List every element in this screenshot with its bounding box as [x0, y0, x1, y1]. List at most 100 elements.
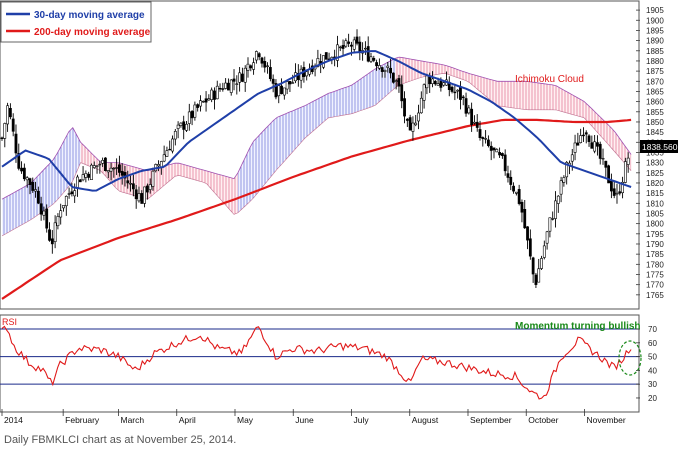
candle-body-down	[459, 87, 462, 100]
candle-body-up	[25, 177, 29, 181]
ichimoku-cloud-segment	[120, 163, 160, 200]
price-panel-frame	[0, 0, 640, 310]
rsi-y-tick-label: 60	[648, 339, 657, 348]
price-y-tick-label: 1845	[646, 128, 664, 137]
candle-body-up	[56, 216, 60, 227]
candle-body-down	[39, 203, 43, 215]
candle-body-down	[612, 188, 616, 196]
candle-body-down	[341, 45, 345, 49]
candle-body-down	[475, 121, 479, 128]
candle-body-up	[514, 191, 518, 194]
candle-body-up	[299, 68, 303, 81]
legend-box	[0, 1, 152, 43]
candle-body-up	[84, 173, 88, 178]
candle-body-down	[131, 183, 135, 190]
x-tick-label: April	[179, 415, 196, 425]
candle-body-up	[291, 82, 295, 84]
rsi-line	[1, 325, 632, 400]
candle-body-down	[48, 229, 51, 241]
price-y-tick-label: 1795	[646, 230, 664, 239]
candle-body-down	[350, 44, 353, 47]
candle-body-down	[213, 90, 216, 100]
candle-body-up	[537, 268, 541, 283]
candle-body-down	[610, 180, 613, 192]
x-tick-label: July	[353, 415, 369, 425]
candle-body-down	[461, 96, 465, 99]
candle-body-up	[621, 181, 624, 194]
candle-body-up	[207, 98, 211, 101]
candle-body-up	[137, 193, 141, 202]
candle-body-down	[28, 178, 32, 185]
candle-body-up	[338, 46, 342, 49]
candle-body-up	[570, 154, 574, 162]
ichimoku-cloud-segment	[41, 127, 81, 213]
candle-body-up	[551, 218, 555, 220]
candle-body-up	[176, 124, 180, 129]
candle-body-down	[598, 143, 602, 159]
candle-body-up	[593, 141, 597, 152]
candle-body-down	[168, 148, 172, 151]
candle-body-up	[414, 122, 418, 126]
candle-body-up	[554, 200, 557, 219]
candle-body-up	[579, 135, 583, 143]
x-axis: 2014 February March April May June July August S…	[0, 409, 639, 425]
candle-body-down	[470, 108, 474, 126]
candle-body-down	[221, 88, 225, 90]
price-y-tick-label: 1875	[646, 67, 664, 76]
x-tick-label: March	[120, 415, 144, 425]
candle-body-up	[386, 65, 390, 68]
candle-body-up	[6, 105, 9, 125]
candle-body-up	[562, 177, 566, 183]
candle-body-down	[509, 176, 513, 185]
candle-body-up	[95, 165, 99, 167]
candle-body-down	[324, 52, 328, 60]
price-y-tick-label: 1860	[646, 98, 664, 107]
x-tick-label: February	[65, 415, 100, 425]
candle-body-up	[623, 161, 627, 183]
candle-body-down	[391, 72, 395, 83]
candle-body-down	[87, 173, 91, 178]
candle-body-down	[227, 82, 230, 91]
price-y-tick-label: 1810	[646, 199, 664, 208]
candle-body-up	[201, 101, 205, 103]
candle-body-down	[204, 98, 208, 103]
candle-body-down	[582, 134, 585, 137]
ichimoku-cloud-segment	[316, 82, 356, 129]
x-tick-label: May	[237, 415, 254, 425]
candle-body-up	[162, 154, 166, 162]
candle-body-up	[456, 89, 460, 92]
candle-body-down	[118, 164, 121, 173]
price-y-tick-label: 1880	[646, 57, 664, 66]
candle-body-up	[185, 123, 188, 131]
candle-body-down	[512, 185, 515, 192]
price-y-tick-label: 1770	[646, 281, 664, 290]
candle-body-up	[383, 70, 387, 72]
candle-body-up	[601, 157, 605, 160]
candle-body-up	[215, 85, 219, 100]
candle-body-down	[584, 132, 588, 135]
rsi-y-tick-label: 50	[648, 353, 657, 362]
candle-body-up	[53, 222, 57, 242]
momentum-annotation: Momentum turning bullish	[515, 321, 641, 332]
candle-body-down	[271, 78, 275, 84]
price-y-tick-label: 1780	[646, 260, 664, 269]
candle-body-up	[171, 138, 174, 152]
candle-body-up	[417, 112, 420, 122]
candle-body-up	[59, 210, 63, 218]
candle-body-down	[397, 78, 401, 87]
candle-body-down	[498, 152, 501, 156]
candle-body-up	[484, 138, 488, 140]
candle-body-down	[241, 73, 244, 82]
candle-body-down	[500, 153, 504, 156]
price-y-tick-label: 1825	[646, 169, 664, 178]
candle-body-up	[573, 142, 577, 153]
candle-body-down	[464, 98, 468, 114]
candle-body-down	[263, 61, 267, 68]
price-y-tick-label: 1805	[646, 209, 664, 218]
candle-body-down	[531, 257, 535, 275]
last-price-box	[640, 140, 678, 153]
price-y-tick-label: 1775	[646, 270, 664, 279]
legend: 30-day moving average 200-day moving ave…	[0, 1, 152, 43]
